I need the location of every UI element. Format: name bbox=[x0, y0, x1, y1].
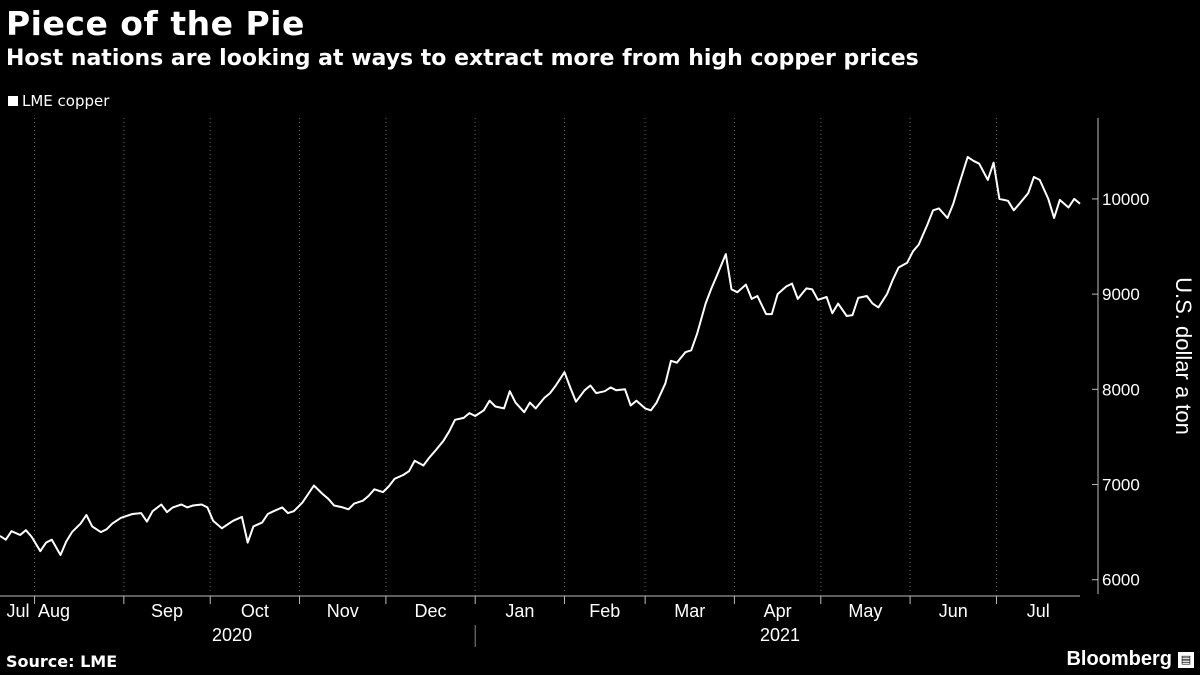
x-tick-label-may-10: May bbox=[848, 601, 882, 621]
x-tick-label-feb-7: Feb bbox=[589, 601, 620, 621]
x-tick-label-jun-11: Jun bbox=[939, 601, 968, 621]
y-tick-label-9000: 9000 bbox=[1102, 285, 1140, 304]
y-tick-label-6000: 6000 bbox=[1102, 571, 1140, 590]
x-tick-label-jul-0: Jul bbox=[6, 601, 29, 621]
legend-swatch bbox=[8, 96, 18, 106]
bloomberg-terminal-icon: ▤ bbox=[1178, 652, 1194, 668]
chart-legend: LME copper bbox=[8, 92, 109, 110]
x-tick-label-dec-5: Dec bbox=[415, 601, 447, 621]
y-axis-label: U.S. dollar a ton bbox=[1171, 277, 1196, 435]
x-tick-label-sep-2: Sep bbox=[151, 601, 183, 621]
year-label-2021: 2021 bbox=[760, 625, 800, 645]
y-tick-label-8000: 8000 bbox=[1102, 380, 1140, 399]
x-tick-label-oct-3: Oct bbox=[241, 601, 269, 621]
y-tick-label-10000: 10000 bbox=[1102, 190, 1149, 209]
x-tick-label-nov-4: Nov bbox=[327, 601, 359, 621]
legend-label: LME copper bbox=[22, 92, 110, 110]
bloomberg-logo: Bloomberg bbox=[1066, 648, 1172, 670]
x-tick-label-jul-12: Jul bbox=[1027, 601, 1050, 621]
source-note: Source: LME bbox=[6, 652, 118, 671]
year-label-2020: 2020 bbox=[212, 625, 252, 645]
x-tick-label-jan-6: Jan bbox=[505, 601, 534, 621]
series-line-lme-copper bbox=[0, 156, 1081, 556]
x-tick-label-apr-9: Apr bbox=[764, 601, 792, 621]
chart-title: Piece of the Pie bbox=[6, 4, 305, 43]
y-tick-label-7000: 7000 bbox=[1102, 476, 1140, 495]
x-tick-label-aug-1: Aug bbox=[38, 601, 70, 621]
chart-subtitle: Host nations are looking at ways to extr… bbox=[6, 46, 919, 71]
x-tick-label-mar-8: Mar bbox=[674, 601, 705, 621]
